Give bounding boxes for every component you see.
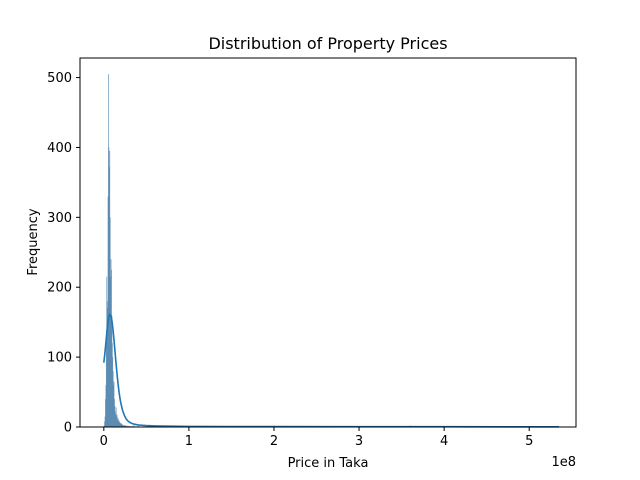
histogram-bar bbox=[117, 417, 118, 427]
plot-frame bbox=[79, 57, 577, 428]
histogram-bar bbox=[113, 381, 115, 427]
histogram-bar bbox=[124, 425, 126, 427]
histogram-bar bbox=[120, 423, 122, 427]
histogram-bar bbox=[105, 343, 107, 427]
histogram-bar bbox=[107, 308, 109, 427]
histogram-bar bbox=[123, 424, 125, 427]
histogram-bar bbox=[108, 147, 110, 427]
histogram-bar bbox=[123, 425, 125, 427]
histogram-bars bbox=[103, 74, 556, 428]
histogram-bar bbox=[133, 424, 135, 427]
histogram-bar bbox=[118, 418, 120, 427]
x-tick-label: 0 bbox=[100, 434, 108, 449]
histogram-bar bbox=[114, 411, 116, 428]
histogram-bar bbox=[119, 423, 121, 427]
histogram-bar bbox=[105, 399, 106, 427]
histogram-bar bbox=[106, 301, 108, 427]
histogram-bar bbox=[111, 315, 113, 427]
histogram-bar bbox=[121, 424, 123, 427]
histogram-bar bbox=[114, 406, 116, 427]
y-tick-label: 200 bbox=[47, 281, 72, 296]
histogram-bar bbox=[121, 424, 123, 427]
y-tick-label: 500 bbox=[47, 71, 72, 86]
y-tick-label: 300 bbox=[47, 211, 72, 226]
histogram-bar bbox=[116, 414, 118, 427]
histogram-bar bbox=[108, 74, 109, 427]
x-tick-label: 5 bbox=[525, 434, 533, 449]
histogram-bar bbox=[109, 150, 111, 427]
histogram-bar bbox=[119, 422, 121, 427]
histogram-bar bbox=[115, 414, 117, 427]
histogram-bar bbox=[111, 269, 112, 427]
x-axis-label: Price in Taka bbox=[288, 456, 369, 471]
histogram-bar bbox=[103, 425, 105, 427]
y-tick-label: 0 bbox=[64, 421, 72, 436]
histogram-bar bbox=[104, 416, 106, 427]
y-axis-label: Frequency bbox=[26, 208, 41, 275]
histogram-bar bbox=[120, 422, 122, 427]
histogram-bar bbox=[112, 357, 114, 427]
histogram-bar bbox=[118, 420, 120, 427]
histogram-bar bbox=[113, 385, 114, 427]
histogram-bar bbox=[107, 196, 109, 428]
histogram-bar bbox=[110, 259, 112, 427]
histogram-bar bbox=[119, 422, 120, 427]
histogram-bar bbox=[110, 276, 111, 427]
histogram-bar bbox=[108, 167, 110, 427]
chart-title: Distribution of Property Prices bbox=[208, 34, 447, 53]
histogram-bar bbox=[122, 424, 124, 427]
y-tick-label: 100 bbox=[47, 351, 72, 366]
x-tick-label: 2 bbox=[270, 434, 278, 449]
histogram-bar bbox=[114, 399, 115, 427]
histogram-bar bbox=[116, 416, 117, 427]
histogram-bar bbox=[117, 421, 119, 427]
y-axis: 0 100 200 300 400 500 bbox=[47, 71, 80, 436]
x-tick-label: 1 bbox=[185, 434, 193, 449]
histogram-bar bbox=[127, 425, 129, 427]
x-tick-label: 3 bbox=[355, 434, 363, 449]
y-tick-label: 400 bbox=[47, 141, 72, 156]
x-axis-offset-label: 1e8 bbox=[551, 455, 576, 470]
histogram-bar bbox=[124, 425, 126, 427]
x-tick-label: 4 bbox=[440, 434, 448, 449]
histogram-bar bbox=[122, 424, 123, 427]
histogram-bar bbox=[115, 407, 117, 427]
kde-line bbox=[103, 313, 559, 428]
histogram-bar bbox=[105, 385, 107, 427]
histogram-bar bbox=[112, 371, 114, 427]
x-axis: 0 1 2 3 4 5 bbox=[100, 427, 533, 449]
histogram-bar bbox=[104, 421, 106, 427]
histogram-bar bbox=[111, 343, 113, 427]
histogram-bar bbox=[126, 425, 128, 427]
histogram-bar bbox=[137, 425, 139, 427]
histogram-bar bbox=[125, 425, 126, 427]
histogram-bar bbox=[106, 276, 108, 427]
histogram-bar bbox=[117, 420, 119, 427]
histogram-bar bbox=[122, 425, 124, 427]
histogram-bar bbox=[109, 217, 111, 427]
histogram-bar bbox=[125, 425, 127, 427]
